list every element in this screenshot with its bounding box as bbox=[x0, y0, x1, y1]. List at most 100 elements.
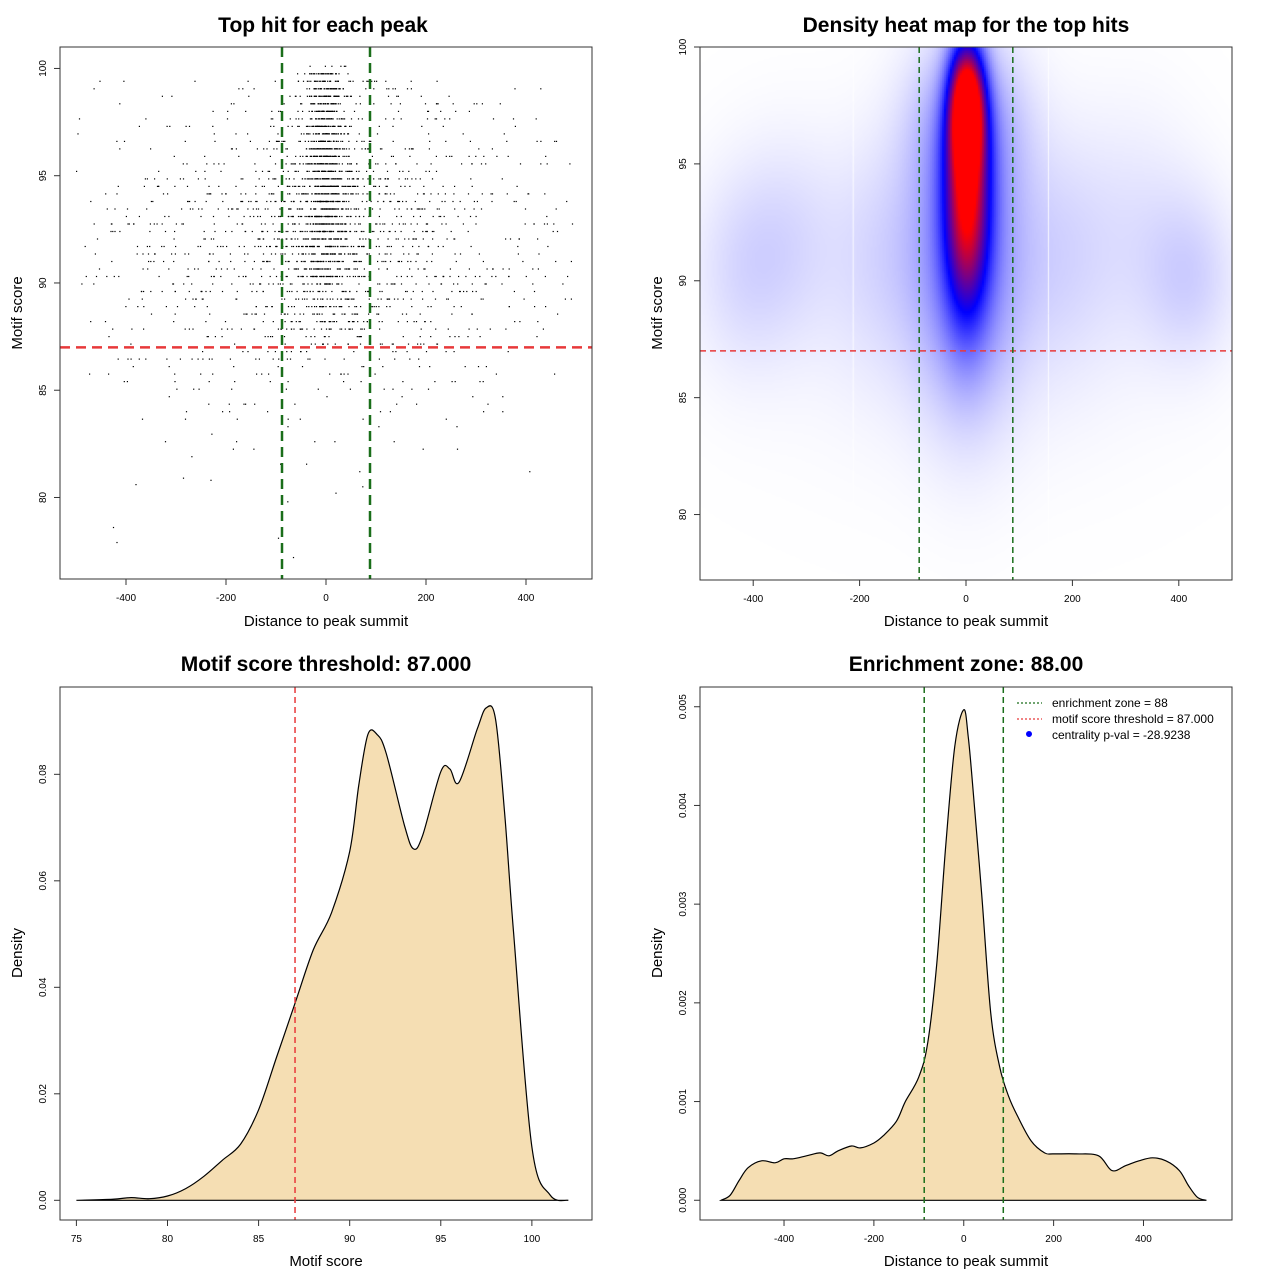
scatter-point bbox=[294, 238, 296, 240]
scatter-point bbox=[408, 238, 410, 240]
scatter-point bbox=[339, 170, 341, 172]
scatter-point bbox=[342, 290, 344, 293]
scatter-point bbox=[335, 163, 337, 165]
scatter-point bbox=[368, 290, 370, 293]
scatter-point bbox=[546, 223, 548, 225]
scatter-point bbox=[349, 223, 351, 225]
scatter-point bbox=[344, 193, 346, 195]
scatter-point bbox=[384, 193, 386, 195]
scatter-point bbox=[320, 328, 323, 330]
scatter-point bbox=[442, 245, 444, 248]
scatter-point bbox=[519, 321, 521, 323]
scatter-point bbox=[319, 80, 321, 82]
scatter-point bbox=[326, 223, 328, 225]
scatter-point bbox=[423, 268, 425, 270]
scatter-x-label: Distance to peak summit bbox=[244, 613, 409, 630]
scatter-point bbox=[233, 103, 235, 105]
scatter-point bbox=[304, 230, 306, 233]
scatter-point bbox=[392, 388, 394, 390]
scatter-point bbox=[194, 268, 196, 270]
scatter-point bbox=[143, 185, 145, 187]
scatter-point bbox=[128, 298, 130, 300]
scatter-point bbox=[473, 208, 475, 210]
scatter-point bbox=[326, 178, 328, 180]
scatter-point bbox=[123, 80, 125, 82]
scatter-point bbox=[338, 253, 340, 255]
scatter-point bbox=[309, 133, 311, 135]
scatter-point bbox=[459, 290, 461, 293]
scatter-point bbox=[378, 245, 380, 248]
scatter-point bbox=[188, 290, 190, 293]
scatter-point bbox=[292, 245, 295, 248]
scatter-point bbox=[305, 223, 307, 225]
scatter-point bbox=[330, 88, 332, 90]
scatter-point bbox=[463, 290, 465, 293]
scatter-point bbox=[441, 223, 443, 225]
scatter-point bbox=[398, 178, 400, 180]
scatter-point bbox=[464, 366, 466, 368]
scatter-point bbox=[315, 193, 317, 195]
scatter-point bbox=[318, 290, 320, 293]
scatter-point bbox=[351, 185, 354, 187]
scatter-point bbox=[481, 103, 483, 105]
scatter-point bbox=[348, 140, 350, 142]
scatter-point bbox=[118, 275, 120, 278]
scatter-point bbox=[99, 80, 101, 82]
x-tick-label: 400 bbox=[1170, 594, 1187, 605]
scatter-point bbox=[274, 163, 277, 165]
scatter-point bbox=[564, 298, 566, 300]
scatter-point bbox=[305, 253, 307, 255]
scatter-point bbox=[373, 306, 375, 308]
scatter-point bbox=[315, 306, 318, 308]
scatter-point bbox=[393, 298, 396, 300]
scatter-point bbox=[464, 208, 466, 210]
scatter-point bbox=[398, 223, 400, 225]
scatter-point bbox=[378, 313, 380, 315]
scatter-point bbox=[290, 321, 292, 323]
scatter-point bbox=[359, 238, 361, 240]
scatter-point bbox=[468, 110, 470, 112]
scatter-point bbox=[428, 283, 430, 285]
scatter-point bbox=[341, 283, 343, 285]
scatter-point bbox=[284, 200, 286, 203]
scatter-point bbox=[371, 230, 373, 233]
scatter-point bbox=[329, 223, 331, 225]
scatter-point bbox=[436, 103, 438, 105]
scatter-point bbox=[358, 336, 360, 338]
scatter-point bbox=[168, 396, 170, 398]
scatter-point bbox=[339, 88, 341, 90]
scatter-point bbox=[413, 230, 415, 233]
scatter-point bbox=[302, 80, 305, 82]
scatter-point bbox=[407, 343, 410, 345]
scatter-point bbox=[310, 343, 312, 345]
scatter-point bbox=[315, 223, 317, 225]
scatter-point bbox=[288, 178, 290, 180]
scatter-point bbox=[345, 230, 347, 233]
scatter-point bbox=[333, 140, 335, 142]
scatter-point bbox=[150, 260, 152, 263]
y-tick-label: 80 bbox=[38, 491, 49, 503]
scatter-point bbox=[435, 155, 437, 157]
scatter-point bbox=[287, 426, 289, 428]
scatter-point bbox=[513, 200, 515, 203]
scatter-point bbox=[312, 125, 314, 127]
scatter-point bbox=[300, 103, 302, 105]
scatter-point bbox=[415, 283, 417, 285]
x-tick-label: 95 bbox=[435, 1234, 447, 1245]
legend-label-threshold: motif score threshold = 87.000 bbox=[1052, 712, 1214, 726]
x-tick-label: -400 bbox=[743, 594, 763, 605]
scatter-point bbox=[350, 125, 352, 127]
scatter-point bbox=[416, 163, 418, 165]
scatter-point bbox=[310, 275, 312, 278]
scatter-point bbox=[210, 193, 212, 195]
scatter-point bbox=[417, 343, 419, 345]
scatter-point bbox=[448, 95, 450, 97]
scatter-point bbox=[398, 208, 400, 210]
scatter-point bbox=[210, 275, 212, 278]
scatter-point bbox=[391, 343, 393, 345]
scatter-point bbox=[254, 245, 256, 248]
scatter-point bbox=[298, 125, 300, 127]
scatter-point bbox=[93, 88, 95, 90]
scatter-point bbox=[242, 178, 244, 180]
scatter-point bbox=[131, 328, 133, 330]
